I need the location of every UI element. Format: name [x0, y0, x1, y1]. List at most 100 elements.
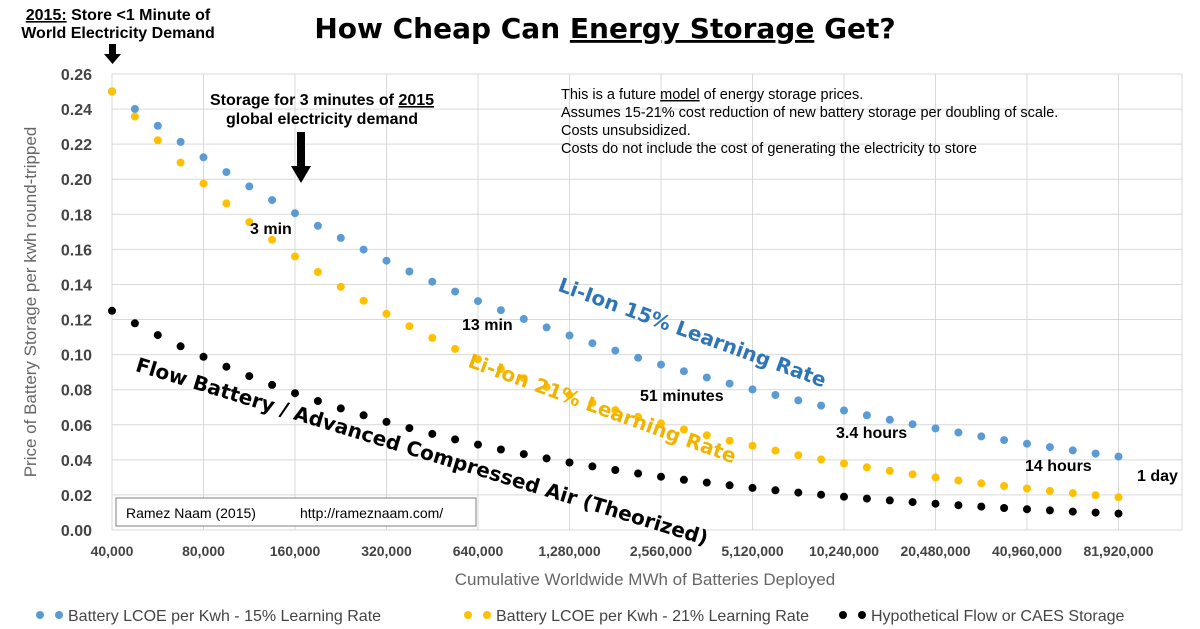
- series-3-point: [268, 380, 277, 389]
- series-3-point: [428, 429, 437, 438]
- y-tick-label: 0.04: [61, 453, 92, 470]
- x-tick-label: 40,960,000: [992, 543, 1062, 559]
- title-underlined: Energy Storage: [570, 12, 814, 45]
- series-2-point: [405, 322, 414, 331]
- series-2-point: [817, 455, 826, 464]
- series-2-point: [954, 476, 963, 485]
- series-3-point: [817, 490, 826, 499]
- series-2-point: [176, 158, 185, 167]
- series-2-point: [542, 382, 551, 391]
- series-3-point: [291, 389, 299, 398]
- series-2-point: [1068, 489, 1077, 498]
- series-1-point: [1023, 439, 1031, 448]
- series-2-point: [1045, 486, 1054, 495]
- series-1-point: [359, 245, 368, 254]
- series-3-point: [176, 342, 185, 351]
- series-2-point: [291, 252, 299, 261]
- x-tick-label: 320,000: [361, 543, 412, 559]
- series-2-point: [130, 112, 139, 121]
- series-2-point: [702, 431, 711, 440]
- chart-title: How Cheap Can Energy Storage Get?: [314, 12, 895, 45]
- model-note-line1: This is a future model of energy storage…: [561, 87, 863, 103]
- legend-item-3: Hypothetical Flow or CAES Storage: [839, 608, 1125, 625]
- legend-label: Battery LCOE per Kwh - 15% Learning Rate: [68, 608, 381, 625]
- series-2-point: [382, 309, 391, 318]
- series-2-point: [1023, 484, 1031, 493]
- series-2-point: [657, 419, 665, 428]
- top-left-note-prefix: 2015:: [26, 7, 67, 24]
- series-3-point: [840, 492, 848, 501]
- series-2-point: [977, 479, 986, 488]
- y-tick-label: 0.20: [61, 172, 92, 189]
- series-2-point: [1091, 491, 1100, 500]
- duration-14h: 14 hours: [1025, 458, 1092, 475]
- series-3-point: [771, 486, 780, 495]
- arrow-storage-note: [291, 132, 311, 183]
- series-2-point: [268, 235, 277, 244]
- series-1-point: [565, 331, 574, 340]
- y-tick-label: 0.06: [61, 418, 92, 435]
- model-note-line2: Assumes 15-21% cost reduction of new bat…: [561, 105, 1058, 121]
- series-1-point: [382, 256, 391, 265]
- series-1-point: [634, 353, 643, 362]
- series-3-point: [1091, 508, 1100, 517]
- series-1-point: [268, 196, 277, 205]
- series-3-point: [336, 404, 345, 413]
- series-2-point: [336, 282, 345, 291]
- series-2-point: [199, 179, 208, 188]
- series-1-point: [1068, 446, 1077, 455]
- series-2-point: [611, 406, 620, 415]
- series-3-point: [634, 469, 643, 478]
- series-1-point: [336, 233, 345, 242]
- series-2-point: [428, 333, 437, 342]
- top-left-note-line2: World Electricity Demand: [21, 25, 215, 42]
- series-3-point: [222, 362, 231, 371]
- series-1-point: [542, 323, 551, 332]
- series-1-point: [679, 367, 688, 376]
- y-tick-label: 0.14: [61, 277, 92, 294]
- series-2-point: [931, 473, 940, 482]
- series-1-point: [153, 121, 162, 130]
- legend-label: Battery LCOE per Kwh - 21% Learning Rate: [496, 608, 809, 625]
- series-2-point: [245, 218, 254, 227]
- series-3-point: [1000, 504, 1009, 512]
- series-1-point: [588, 339, 597, 348]
- series-3-point: [542, 454, 551, 463]
- series-1-point: [519, 315, 528, 323]
- series-2-point: [519, 374, 528, 383]
- plot-frame: [111, 73, 1183, 531]
- series-2-point: [1114, 493, 1123, 502]
- x-tick-label: 10,240,000: [809, 543, 879, 559]
- series-3-point: [1114, 509, 1123, 518]
- legend-marker: [55, 611, 63, 619]
- series-3-point: [702, 478, 711, 487]
- x-tick-label: 640,000: [453, 543, 504, 559]
- x-tick-label: 80,000: [182, 543, 225, 559]
- y-tick-label: 0.12: [61, 313, 92, 330]
- title-part-1: How Cheap Can: [314, 12, 570, 45]
- series-3-point: [1023, 505, 1031, 514]
- y-axis-label: Price of Battery Storage per kwh round-t…: [21, 127, 40, 478]
- series-3-point: [748, 483, 757, 492]
- series-1-point: [1045, 443, 1054, 452]
- series-1-point: [840, 406, 848, 415]
- series-3-point: [496, 445, 505, 454]
- arrow-top-left: [104, 44, 121, 64]
- series-1-point: [313, 221, 322, 230]
- series-2-point: [451, 344, 460, 353]
- credit-author: Ramez Naam (2015): [126, 505, 256, 521]
- series-1-point: [611, 346, 620, 355]
- series-1-point: [405, 267, 414, 276]
- y-tick-label: 0.10: [61, 348, 92, 365]
- series-1-point: [862, 411, 871, 420]
- legend-label: Hypothetical Flow or CAES Storage: [871, 608, 1125, 625]
- duration-13min: 13 min: [462, 317, 513, 334]
- series-1-point: [199, 153, 208, 162]
- series-1-point: [1091, 449, 1100, 458]
- duration-3-4h: 3.4 hours: [836, 425, 907, 442]
- series-2-point: [679, 425, 688, 434]
- series-3-point: [908, 498, 917, 507]
- y-tick-label: 0.02: [61, 488, 92, 505]
- x-tick-label: 160,000: [270, 543, 321, 559]
- series-3-point: [153, 331, 162, 340]
